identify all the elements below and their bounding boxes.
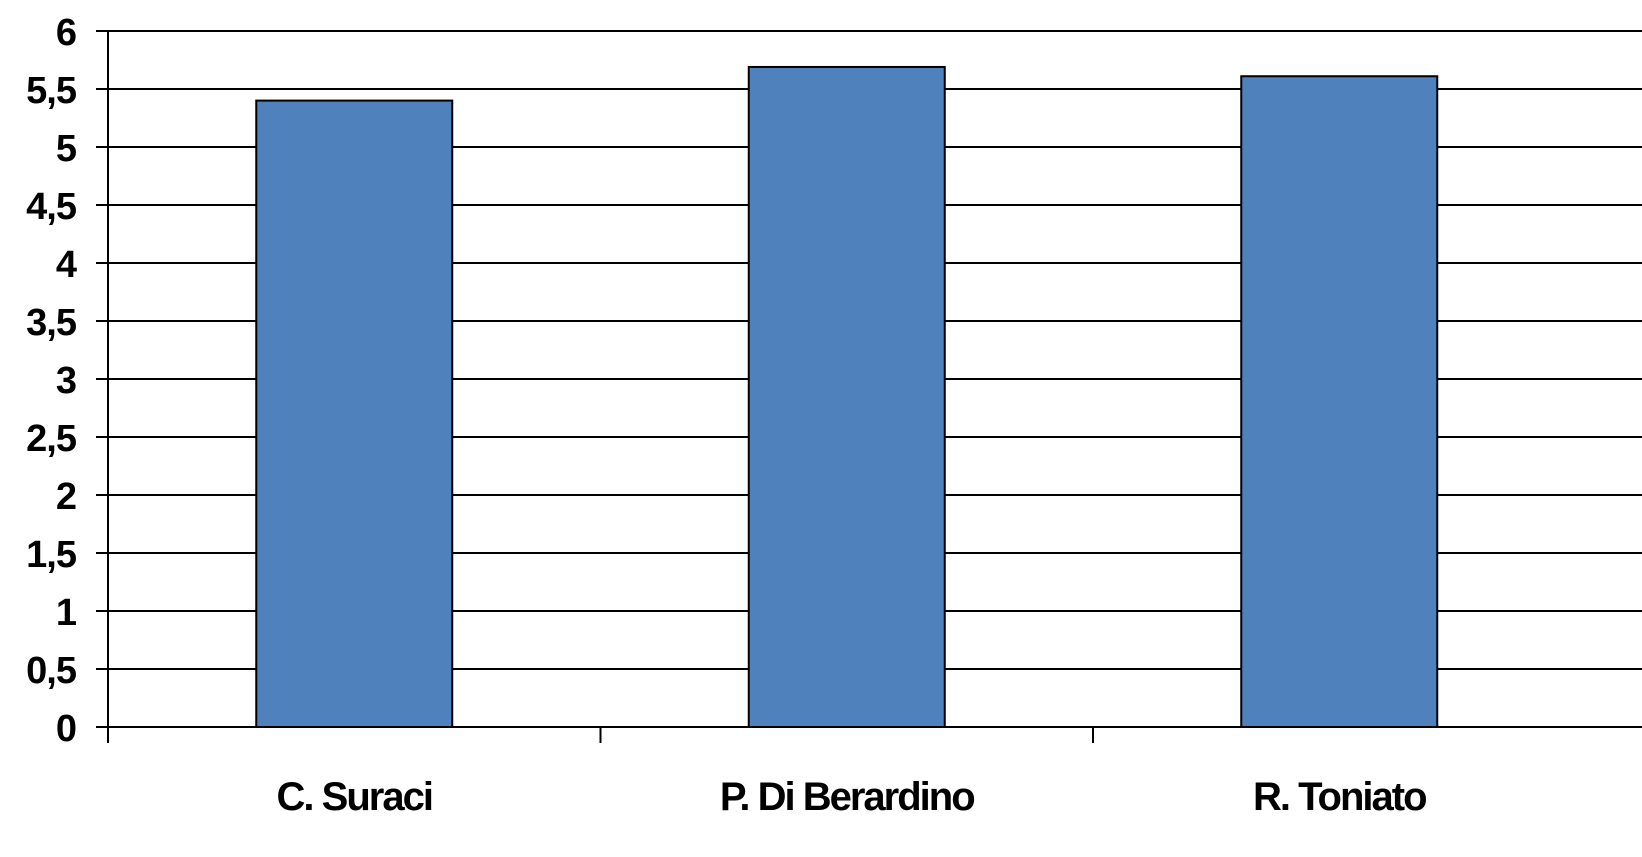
y-tick-label: 5,5: [26, 70, 77, 112]
y-tick-label: 1: [56, 592, 77, 634]
x-tick-label: R. Toniato: [1253, 775, 1426, 819]
y-tick-label: 6: [56, 12, 76, 54]
bar: [1240, 75, 1439, 729]
bar: [255, 99, 454, 729]
y-tick-label: 0: [56, 708, 76, 750]
axes: [96, 30, 1642, 743]
y-tick-label: 4: [56, 244, 77, 286]
y-tick-label: 4,5: [26, 186, 77, 228]
y-tick-label: 3: [56, 360, 76, 402]
x-tick-labels: C. Suraci P. Di Berardino R. Toniato: [277, 775, 1429, 819]
x-tick-label: C. Suraci: [277, 775, 432, 819]
y-tick-label: 2: [56, 476, 76, 518]
y-tick-label: 1,5: [26, 534, 77, 576]
bars: [255, 65, 1439, 729]
y-tick-label: 5: [56, 128, 77, 170]
y-tick-labels: 0 0,5 1 1,5 2 2,5 3 3,5 4 4,5 5 5,5 6: [26, 12, 78, 750]
bar: [747, 65, 946, 728]
y-tick-label: 0,5: [26, 650, 77, 692]
y-tick-label: 2,5: [26, 418, 77, 460]
x-tick-label: P. Di Berardino: [720, 775, 974, 819]
y-tick-label: 3,5: [26, 302, 77, 344]
